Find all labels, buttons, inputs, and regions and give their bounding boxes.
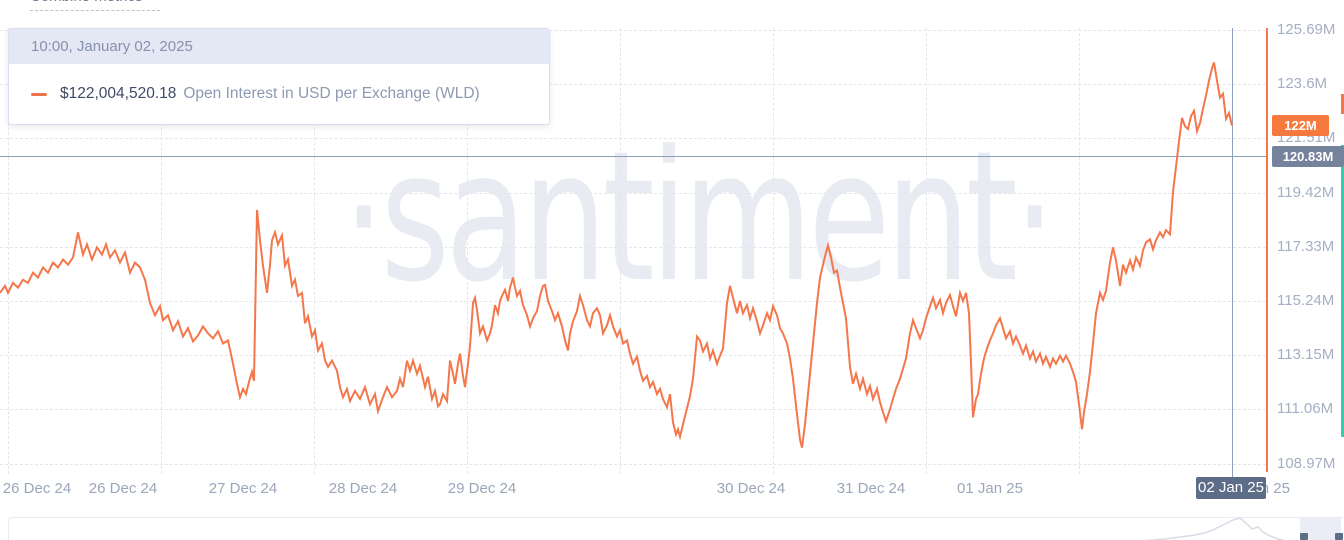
x-tick-label: 27 Dec 24 [208, 480, 278, 497]
current-value-badge: 122M [1272, 115, 1329, 137]
x-tick-label: 26 Dec 24 [2, 480, 72, 497]
metric-axis-line [1266, 28, 1268, 472]
y-tick-label: 117.33M [1277, 237, 1335, 255]
x-tick-label: 26 Dec 24 [88, 480, 158, 497]
h-gridline [0, 409, 1266, 411]
tooltip-value: $122,004,520.18 [60, 85, 177, 102]
cursor-date-badge: 02 Jan 25 [1196, 477, 1266, 499]
h-gridline [0, 30, 1266, 31]
h-gridline [0, 138, 1266, 140]
combine-metrics-button[interactable]: Combine metrics [30, 0, 143, 5]
tooltip-metric-name: Open Interest in USD per Exchange (WLD) [183, 85, 480, 102]
x-axis: 02 Jan 25 01 Jan 25 31 Dec 24 30 Dec 24 29 D… [0, 477, 1344, 499]
edge-orange-line [1341, 94, 1344, 114]
santiment-watermark: ·santiment· [342, 113, 1056, 322]
h-gridline [0, 463, 1266, 465]
y-tick-label: 115.24M [1277, 292, 1335, 309]
range-selector[interactable] [8, 517, 1344, 540]
h-gridline [0, 192, 1266, 194]
h-gridline [0, 246, 1266, 248]
series-legend-dash-icon [31, 92, 47, 96]
chart-tooltip: 10:00, January 02, 2025 $122,004,520.18 … [8, 28, 550, 125]
range-handle-right[interactable] [1335, 533, 1343, 540]
y-tick-label: 119.42M [1277, 183, 1335, 201]
tooltip-timestamp: 10:00, January 02, 2025 [9, 29, 549, 64]
x-tick-label: 30 Dec 24 [716, 480, 786, 497]
range-handle-left[interactable] [1300, 533, 1308, 540]
crosshair-value-badge: 120.83M [1272, 145, 1344, 167]
y-tick-label: 123.6M [1277, 75, 1328, 93]
v-gridline [926, 28, 927, 474]
crosshair-vertical [1232, 28, 1233, 477]
edge-teal-line [1341, 145, 1344, 437]
x-tick-label: 31 Dec 24 [836, 480, 906, 497]
v-gridline [620, 28, 621, 474]
range-selection[interactable] [1300, 518, 1341, 540]
h-gridline [0, 301, 1266, 302]
y-tick-label: 113.15M [1277, 346, 1335, 364]
v-gridline [773, 28, 774, 474]
x-tick-label: 01 Jan 25 [957, 480, 1023, 497]
y-tick-label: 111.06M [1277, 400, 1334, 418]
x-tick-label: 29 Dec 24 [447, 480, 517, 497]
tooltip-body: $122,004,520.18 Open Interest in USD per… [9, 64, 549, 124]
crosshair-horizontal [0, 156, 1266, 157]
y-tick-label: 108.97M [1277, 454, 1336, 472]
v-gridline [1079, 28, 1080, 474]
x-tick-label: 28 Dec 24 [328, 480, 398, 497]
y-tick-label: 125.69M [1277, 21, 1336, 38]
combine-metrics-underline [30, 10, 160, 11]
h-gridline [0, 355, 1266, 357]
